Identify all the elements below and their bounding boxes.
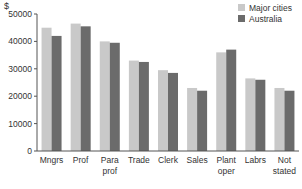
bars bbox=[42, 24, 295, 151]
bar bbox=[42, 28, 52, 151]
x-tick-label-line: Sales bbox=[186, 155, 207, 165]
x-tick-label-line: Trade bbox=[128, 155, 150, 165]
bar bbox=[52, 36, 62, 151]
x-tick-label: Paraprof bbox=[101, 155, 119, 176]
y-tick-label: 40000 bbox=[8, 36, 32, 46]
legend-swatch bbox=[238, 4, 245, 11]
y-axis bbox=[37, 14, 38, 151]
bar bbox=[81, 26, 91, 151]
legend-label: Australia bbox=[249, 14, 282, 24]
x-tick-label-line: stated bbox=[273, 166, 296, 176]
y-tick-label: 20000 bbox=[8, 91, 32, 101]
bar bbox=[216, 52, 226, 151]
bar bbox=[71, 24, 81, 151]
x-tick-label: Trade bbox=[128, 155, 150, 165]
chart: $01000020000300004000050000MngrsProfPara… bbox=[0, 0, 302, 189]
x-tick-label-line: Clerk bbox=[158, 155, 179, 165]
x-tick-label-line: Not bbox=[278, 155, 292, 165]
bar bbox=[187, 88, 197, 151]
x-tick-label-line: Plant bbox=[217, 155, 237, 165]
bar bbox=[197, 91, 207, 151]
bar bbox=[168, 73, 178, 151]
y-tick-label: 50000 bbox=[8, 9, 32, 19]
x-tick-label: Labrs bbox=[245, 155, 266, 165]
x-tick-label: Clerk bbox=[158, 155, 179, 165]
bar bbox=[255, 80, 265, 151]
bar bbox=[284, 91, 294, 151]
x-tick-label: Prof bbox=[73, 155, 89, 165]
x-tick-label-line: Mngrs bbox=[40, 155, 64, 165]
y-tick-label: 30000 bbox=[8, 64, 32, 74]
y-tick-label: 0 bbox=[27, 146, 32, 156]
bar bbox=[110, 43, 120, 151]
x-tick-label-line: Labrs bbox=[245, 155, 266, 165]
bar bbox=[226, 50, 236, 151]
bar bbox=[139, 62, 149, 151]
x-tick-label: Notstated bbox=[273, 155, 296, 176]
legend-label: Major cities bbox=[249, 3, 292, 13]
y-tick-label: 10000 bbox=[8, 119, 32, 129]
x-tick-label: Sales bbox=[186, 155, 207, 165]
x-tick-label: Plantoper bbox=[217, 155, 237, 176]
x-tick-label-line: Para bbox=[101, 155, 119, 165]
x-axis bbox=[37, 151, 299, 152]
legend-swatch bbox=[238, 15, 245, 22]
x-tick-label-line: Prof bbox=[73, 155, 89, 165]
bar bbox=[129, 61, 139, 151]
bar bbox=[274, 88, 284, 151]
x-tick-label: Mngrs bbox=[40, 155, 64, 165]
bar bbox=[100, 41, 110, 151]
bar bbox=[158, 70, 168, 151]
bar bbox=[245, 78, 255, 151]
x-tick-label-line: prof bbox=[102, 166, 117, 176]
x-tick-label-line: oper bbox=[218, 166, 235, 176]
